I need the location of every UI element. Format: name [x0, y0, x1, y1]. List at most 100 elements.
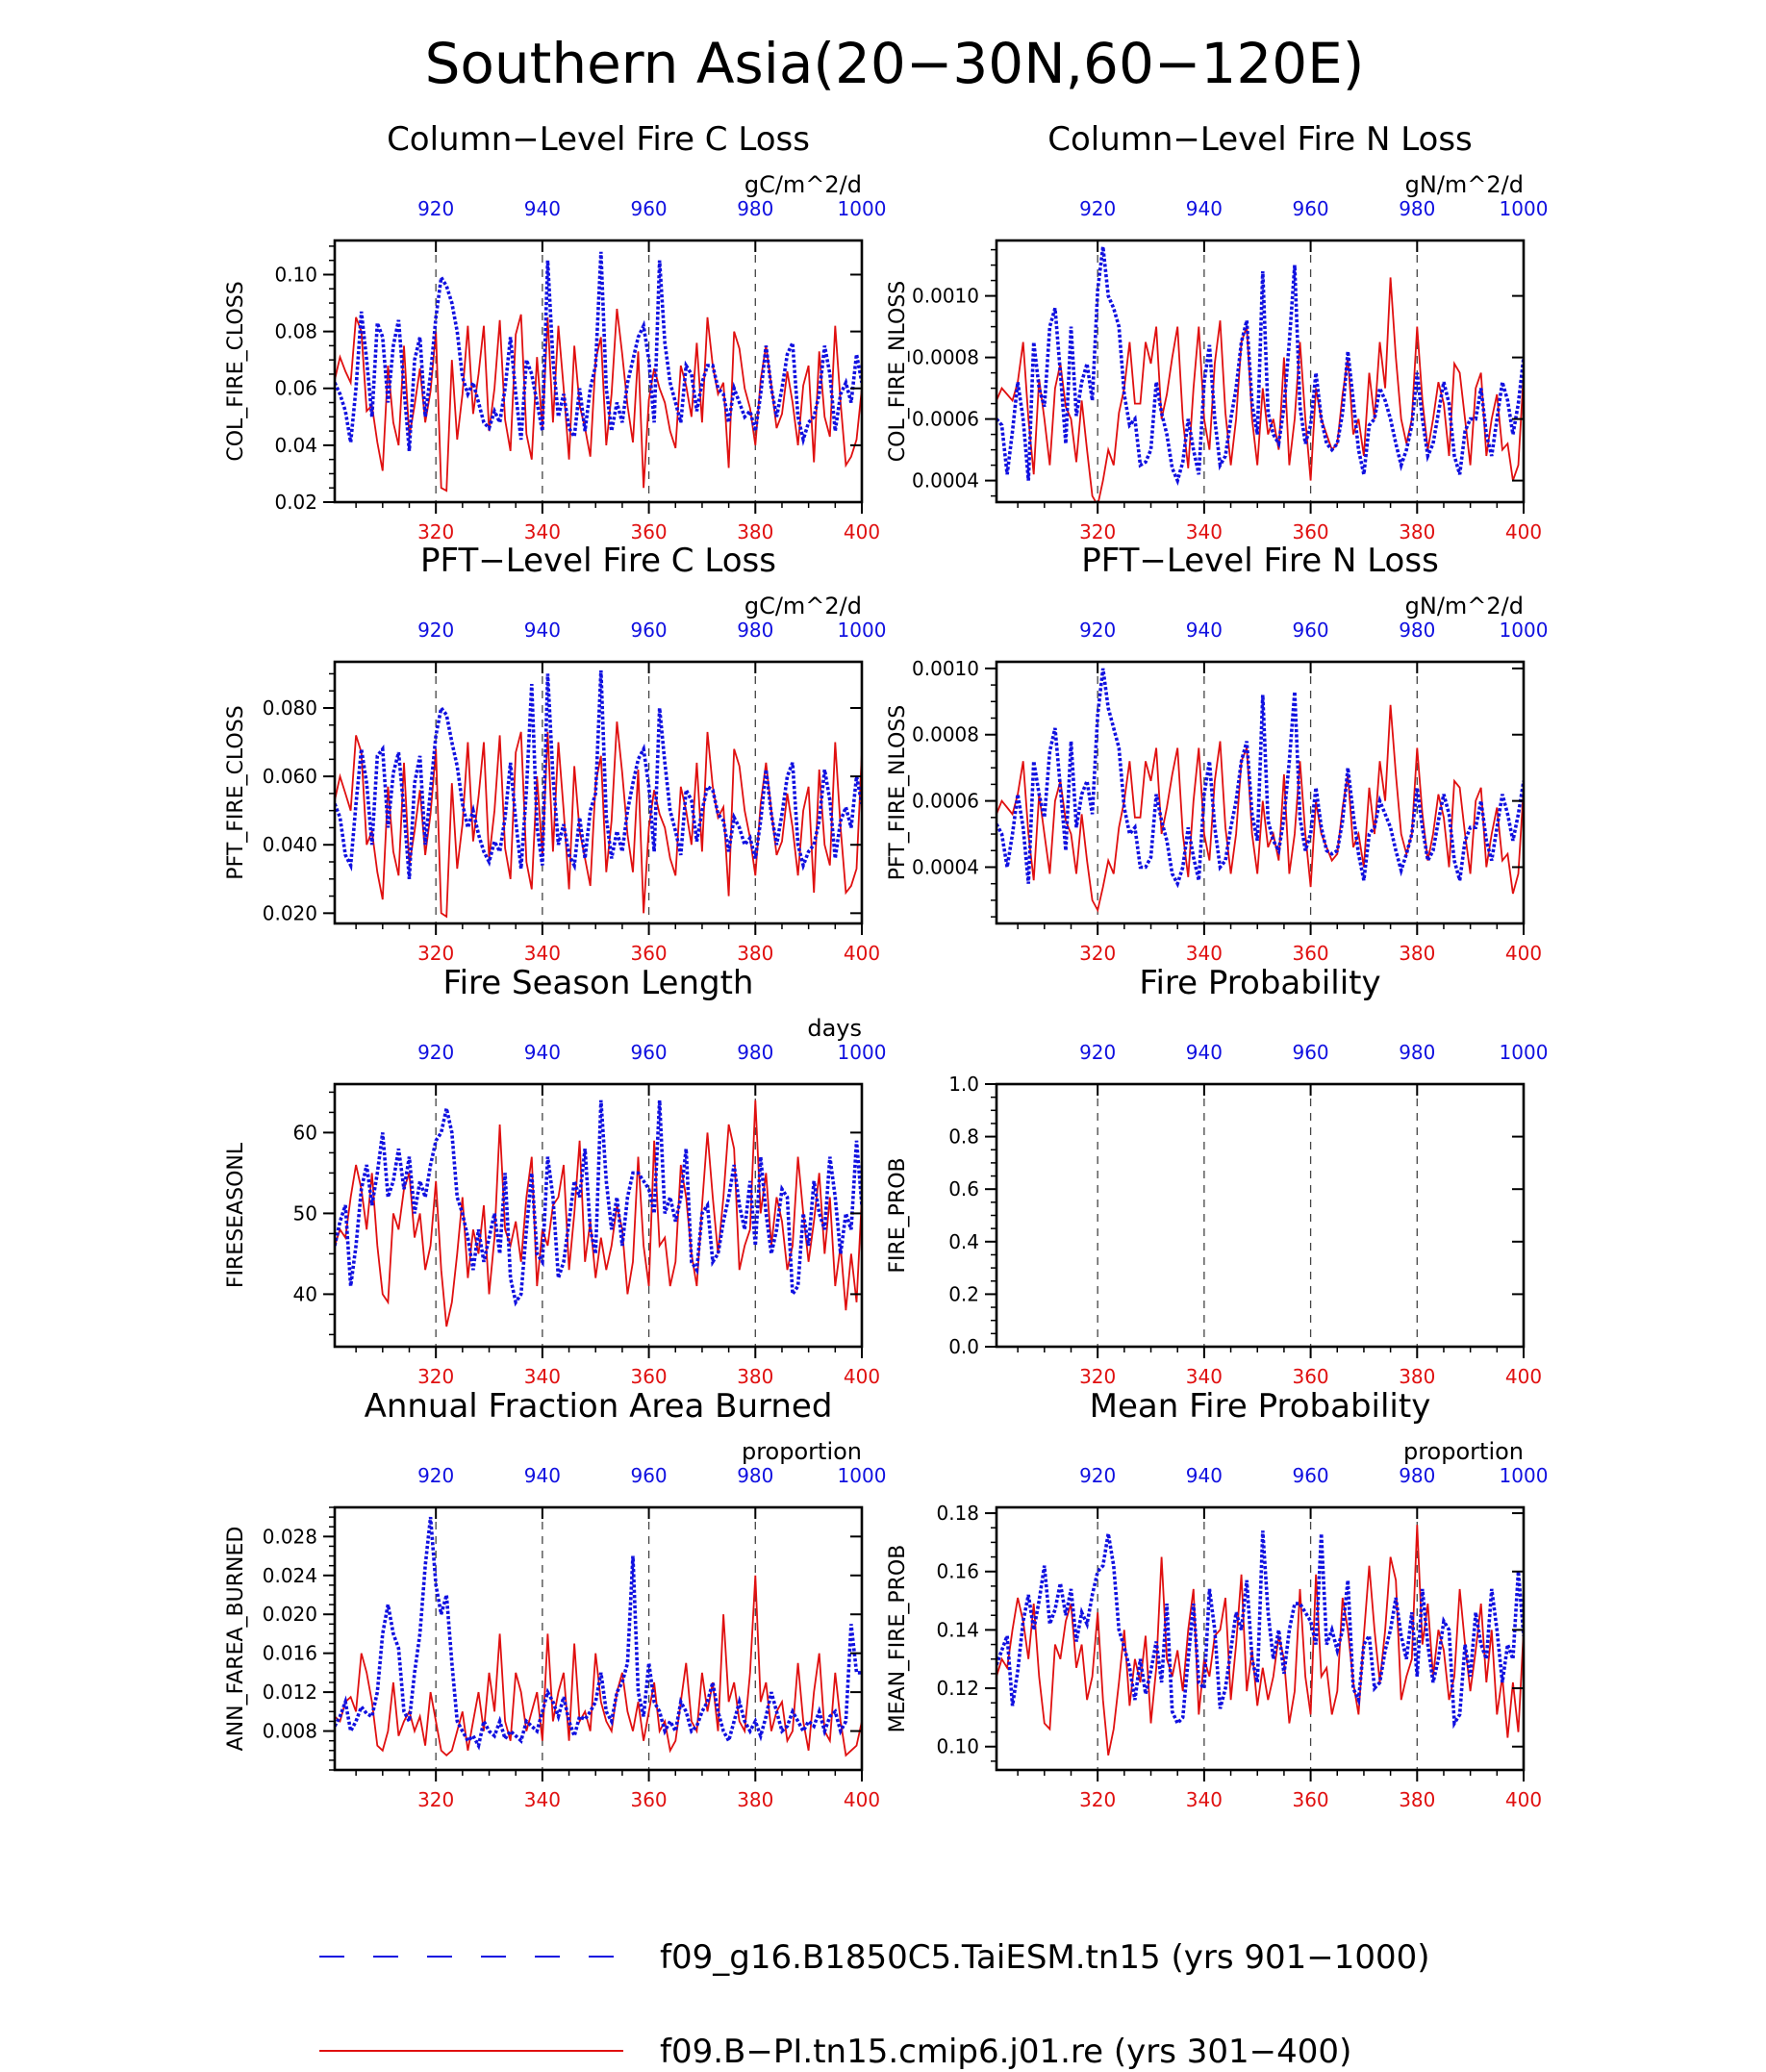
x-tick-label-top: 940 — [1186, 1041, 1223, 1064]
x-tick-label-top: 1000 — [838, 1041, 887, 1064]
y-tick-label: 0.0004 — [912, 469, 979, 493]
x-tick-label-top: 960 — [1292, 197, 1328, 220]
panel-title: Fire Season Length — [443, 964, 754, 1002]
plot-frame — [333, 660, 864, 925]
y-tick-label: 0.10 — [936, 1735, 979, 1758]
panel-title: Mean Fire Probability — [1090, 1387, 1431, 1426]
series-line-main — [335, 1575, 862, 1757]
plot-frame — [333, 239, 864, 504]
units-label: proportion — [1403, 1438, 1524, 1465]
y-tick-label: 0.0010 — [912, 285, 979, 308]
x-tick-label-top: 1000 — [1500, 197, 1549, 220]
x-tick-label-bottom: 340 — [1186, 520, 1223, 543]
series-line-main — [997, 704, 1524, 913]
x-tick-label-bottom: 360 — [1292, 520, 1328, 543]
panel-title: Column−Level Fire N Loss — [1047, 120, 1473, 159]
y-tick-label: 0.04 — [274, 434, 317, 457]
x-tick-label-top: 920 — [1079, 1464, 1116, 1487]
plot-frame — [333, 1505, 864, 1772]
x-tick-label-bottom: 380 — [737, 942, 773, 965]
x-tick-label-bottom: 320 — [417, 1365, 454, 1388]
x-tick-label-top: 980 — [737, 1464, 773, 1487]
y-tick-label: 0.06 — [274, 377, 317, 400]
x-tick-label-top: 940 — [1186, 619, 1223, 642]
y-tick-label: 0.10 — [274, 263, 317, 286]
x-tick-label-top: 920 — [417, 619, 454, 642]
y-tick-label: 0.008 — [263, 1720, 317, 1743]
panel-5: Fire Probability 0.0 0.2 0.4 0.6 0.8 1.0 FIRE_P… — [886, 964, 1548, 1388]
x-tick-label-bottom: 320 — [417, 520, 454, 543]
y-tick-label: 0.0004 — [912, 855, 979, 878]
y-axis-label: COL_FIRE_CLOSS — [224, 281, 248, 461]
series-line-ref — [335, 670, 862, 879]
units-label: gC/m^2/d — [744, 171, 862, 198]
legend-label-main: f09.B−PI.tn15.cmip6.j01.re (yrs 301−400) — [660, 2033, 1351, 2071]
x-tick-label-bottom: 400 — [1505, 1788, 1542, 1811]
x-tick-label-bottom: 380 — [737, 520, 773, 543]
plot-frame — [995, 1505, 1526, 1772]
units-label: days — [807, 1015, 862, 1042]
y-tick-label: 0.16 — [936, 1560, 979, 1583]
x-tick-label-top: 980 — [737, 197, 773, 220]
x-tick-label-bottom: 320 — [1079, 942, 1116, 965]
panel-title: PFT−Level Fire N Loss — [1081, 542, 1439, 580]
series-line-ref — [997, 1530, 1524, 1730]
panel-4: Fire Season Length days 40 50 60 FIRESEASONL 3… — [224, 964, 886, 1388]
x-tick-label-top: 940 — [1186, 197, 1223, 220]
y-tick-label: 0.020 — [263, 901, 317, 924]
y-axis-label: FIRE_PROB — [886, 1157, 910, 1273]
plot-frame — [995, 239, 1526, 504]
series-line-ref — [335, 1516, 862, 1751]
x-tick-label-bottom: 340 — [524, 942, 561, 965]
x-tick-label-top: 980 — [1399, 1041, 1435, 1064]
y-tick-label: 0.0006 — [912, 408, 979, 431]
x-tick-label-bottom: 360 — [630, 520, 667, 543]
y-axis-label: PFT_FIRE_NLOSS — [886, 705, 910, 880]
panel-title: PFT−Level Fire C Loss — [420, 542, 776, 580]
x-tick-label-bottom: 380 — [737, 1365, 773, 1388]
panel-0: Column−Level Fire C Loss gC/m^2/d 0.02 0.04… — [224, 120, 886, 543]
y-tick-label: 0.4 — [948, 1230, 979, 1253]
x-tick-label-top: 980 — [737, 1041, 773, 1064]
x-tick-label-bottom: 400 — [844, 520, 880, 543]
x-tick-label-top: 940 — [524, 619, 561, 642]
panel-title: Annual Fraction Area Burned — [365, 1387, 833, 1426]
y-tick-label: 0.012 — [263, 1680, 317, 1704]
x-tick-label-top: 980 — [1399, 619, 1435, 642]
x-tick-label-top: 980 — [737, 619, 773, 642]
x-tick-label-top: 940 — [524, 1464, 561, 1487]
y-tick-label: 50 — [293, 1201, 317, 1225]
x-tick-label-top: 920 — [417, 197, 454, 220]
x-tick-label-top: 940 — [524, 1041, 561, 1064]
x-tick-label-top: 980 — [1399, 1464, 1435, 1487]
x-tick-label-top: 920 — [417, 1464, 454, 1487]
panel-title: Fire Probability — [1139, 964, 1380, 1002]
x-tick-label-top: 1000 — [1500, 1464, 1549, 1487]
plot-frame — [333, 1082, 864, 1349]
y-tick-label: 0.12 — [936, 1677, 979, 1700]
y-tick-label: 0.14 — [936, 1618, 979, 1641]
x-tick-label-top: 920 — [1079, 197, 1116, 220]
x-tick-label-top: 940 — [1186, 1464, 1223, 1487]
x-tick-label-bottom: 400 — [844, 942, 880, 965]
x-tick-label-bottom: 380 — [1399, 520, 1435, 543]
plot-frame — [995, 1082, 1526, 1349]
x-tick-label-bottom: 320 — [1079, 1365, 1116, 1388]
x-tick-label-bottom: 360 — [630, 942, 667, 965]
y-tick-label: 60 — [293, 1121, 317, 1144]
y-tick-label: 0.02 — [274, 491, 317, 514]
units-label: gN/m^2/d — [1405, 171, 1524, 198]
x-tick-label-bottom: 320 — [417, 1788, 454, 1811]
y-tick-label: 0.8 — [948, 1125, 979, 1149]
panel-2: PFT−Level Fire C Loss gC/m^2/d 0.020 0.040 0… — [224, 542, 886, 965]
y-tick-label: 0.08 — [274, 320, 317, 343]
y-tick-label: 0.024 — [263, 1564, 317, 1587]
y-tick-label: 0.6 — [948, 1177, 979, 1200]
series-line-ref — [335, 1099, 862, 1307]
x-tick-label-top: 940 — [524, 197, 561, 220]
series-line-ref — [997, 246, 1524, 486]
x-tick-label-bottom: 380 — [737, 1788, 773, 1811]
x-tick-label-bottom: 380 — [1399, 1365, 1435, 1388]
x-tick-label-bottom: 320 — [1079, 1788, 1116, 1811]
